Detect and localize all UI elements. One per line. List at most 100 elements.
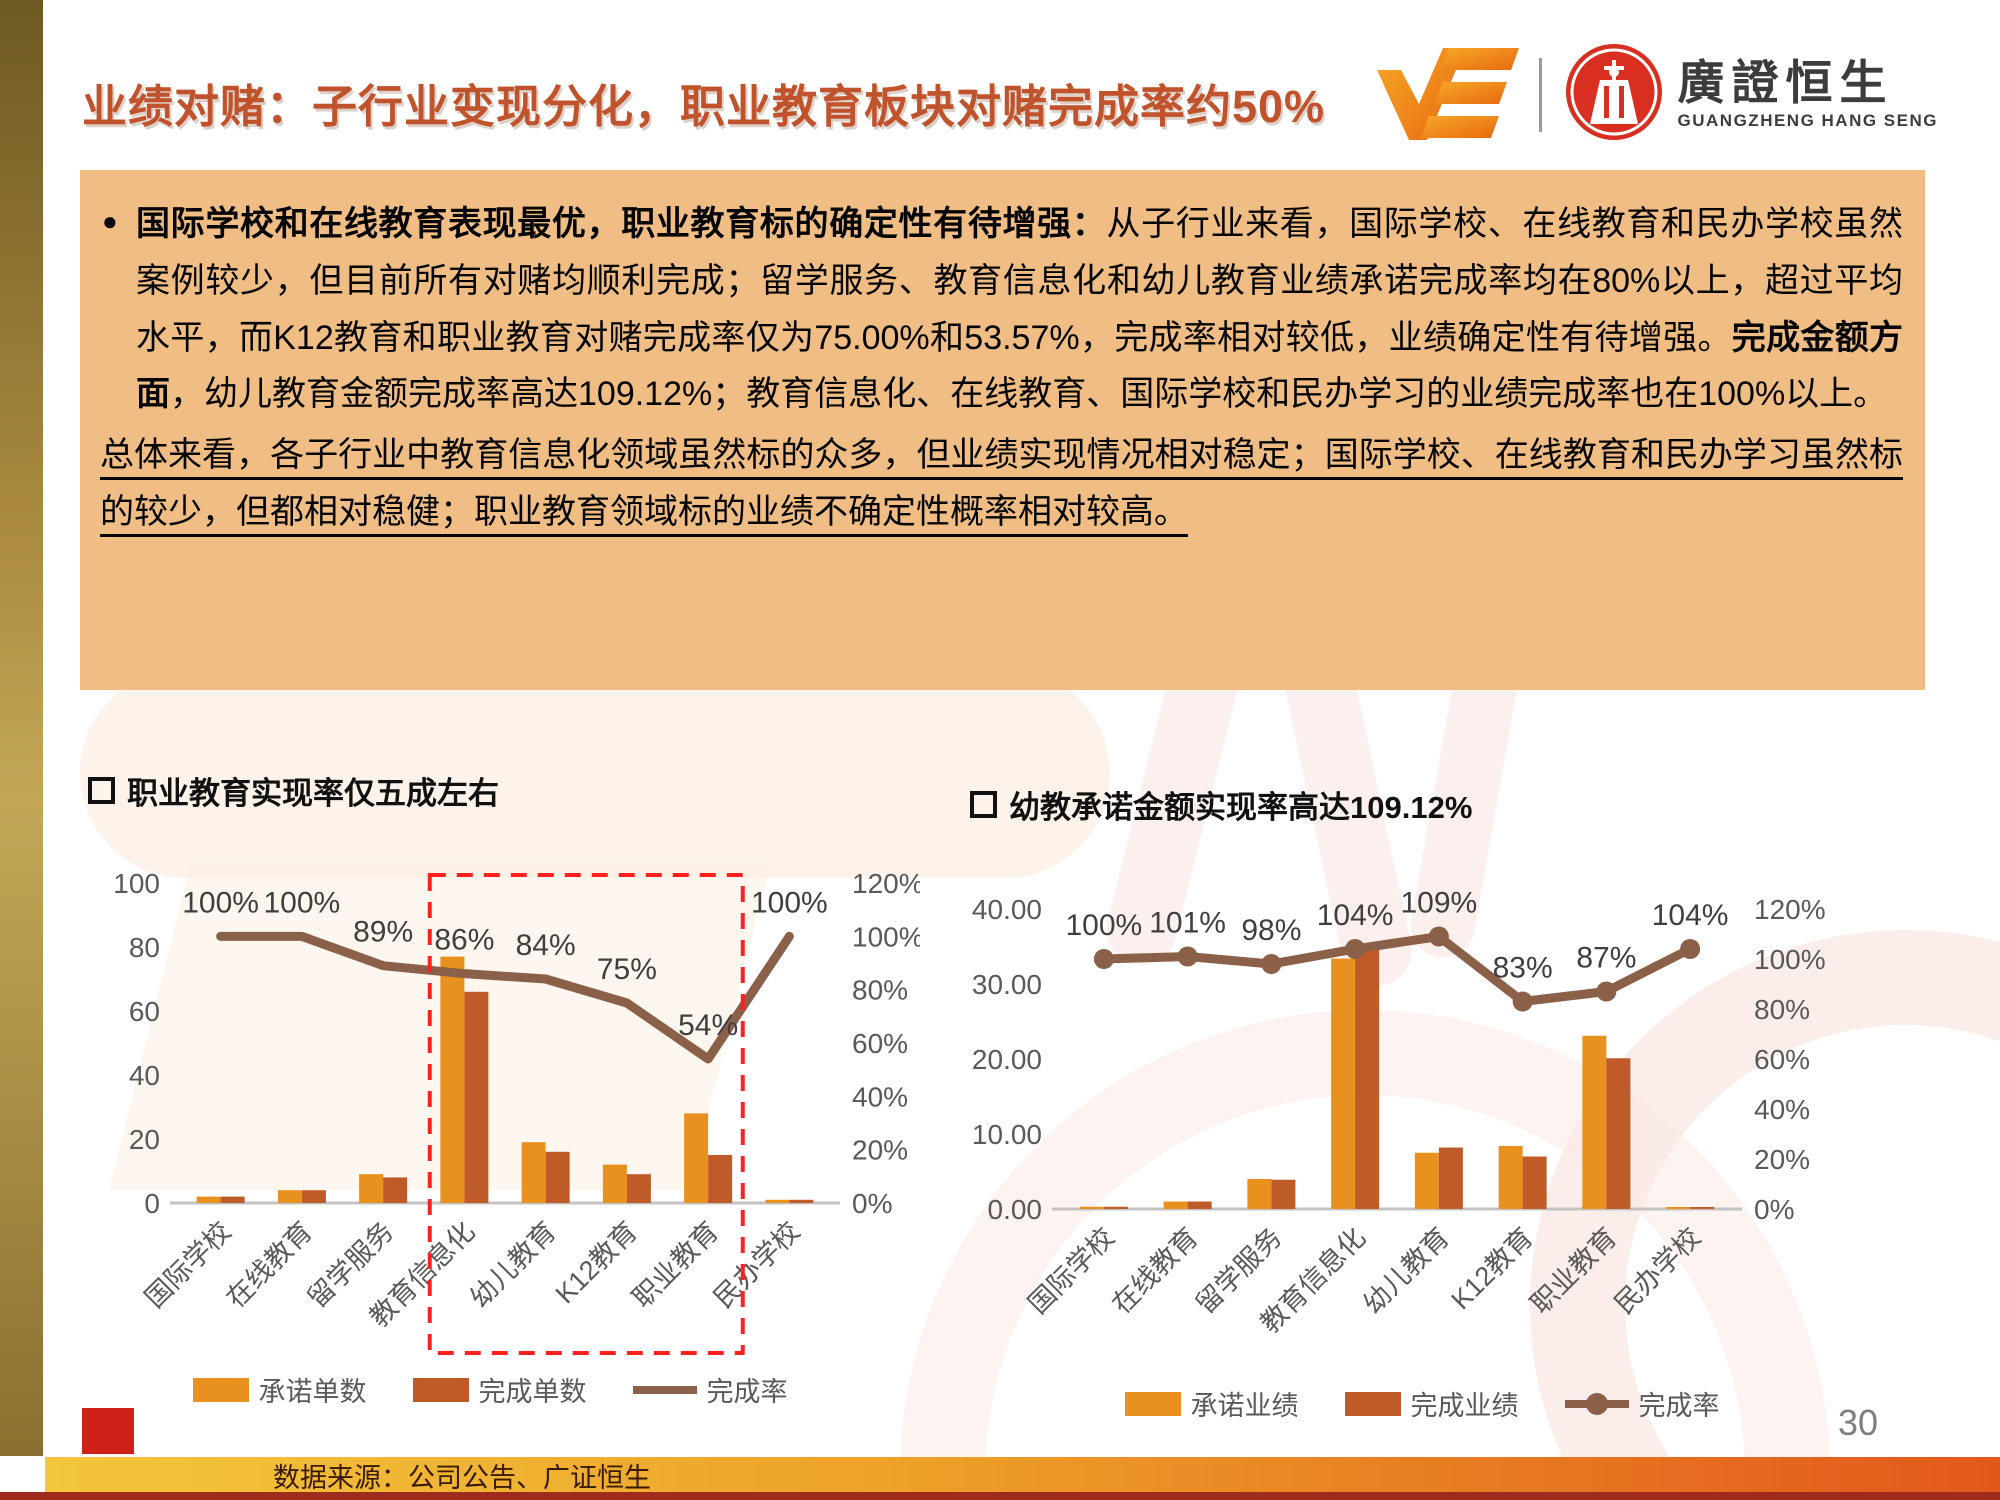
legend-item: 完成率 <box>1564 1384 1720 1423</box>
svg-text:80: 80 <box>129 932 160 963</box>
right-chart-legend: 承诺业绩 完成业绩 完成率 <box>942 1384 1902 1423</box>
svg-text:89%: 89% <box>353 916 413 949</box>
svg-text:幼儿教育: 幼儿教育 <box>464 1216 562 1314</box>
summary-text-2: ，幼儿教育金额完成率高达109.12%；教育信息化、在线教育、国际学校和民办学习… <box>170 375 1888 414</box>
svg-text:54%: 54% <box>678 1009 738 1042</box>
svg-text:国际学校: 国际学校 <box>139 1216 237 1314</box>
svg-text:0%: 0% <box>852 1188 892 1219</box>
legend-item: 完成业绩 <box>1344 1384 1519 1423</box>
svg-text:幼儿教育: 幼儿教育 <box>1358 1222 1456 1320</box>
guangzheng-emblem-icon <box>1564 42 1664 147</box>
svg-text:民办学校: 民办学校 <box>708 1216 806 1314</box>
svg-text:职业教育: 职业教育 <box>1525 1222 1623 1320</box>
right-chart-block: 幼教承诺金额实现率高达109.12% 0.00 10.00 20.00 30.00 40… <box>942 782 1902 1423</box>
svg-text:87%: 87% <box>1576 942 1636 975</box>
svg-text:100%: 100% <box>264 886 341 919</box>
brand-name-cn: 廣證恒生 <box>1677 55 1894 109</box>
legend-label: 承诺业绩 <box>1190 1391 1299 1421</box>
svg-text:30.00: 30.00 <box>972 969 1042 1000</box>
svg-text:101%: 101% <box>1149 907 1226 940</box>
svg-text:100%: 100% <box>1754 944 1826 975</box>
svg-text:民办学校: 民办学校 <box>1609 1222 1707 1320</box>
footer-red-square <box>82 1408 134 1454</box>
svg-text:20%: 20% <box>1754 1144 1810 1175</box>
svg-text:职业教育: 职业教育 <box>627 1216 725 1314</box>
legend-label: 完成率 <box>706 1377 788 1407</box>
legend-label: 完成单数 <box>478 1377 587 1407</box>
svg-text:104%: 104% <box>1317 899 1394 932</box>
svg-text:40%: 40% <box>1754 1094 1810 1125</box>
svg-text:60%: 60% <box>852 1028 908 1059</box>
svg-text:10.00: 10.00 <box>972 1119 1042 1150</box>
footer-bottom-strip <box>0 1492 2000 1500</box>
svg-text:109%: 109% <box>1401 887 1478 920</box>
left-chart-title-text: 职业教育实现率仅五成左右 <box>127 776 499 811</box>
legend-label: 完成率 <box>1638 1391 1720 1421</box>
svg-text:20%: 20% <box>852 1135 908 1166</box>
summary-bold-2: 完成金额方面 <box>136 318 1903 414</box>
svg-text:在线教育: 在线教育 <box>221 1216 319 1314</box>
svg-text:20.00: 20.00 <box>972 1044 1042 1075</box>
page-number: 30 <box>1838 1402 1879 1443</box>
data-source-note: 数据来源：公司公告、广证恒生 <box>273 1462 651 1493</box>
svg-text:98%: 98% <box>1241 914 1301 947</box>
svg-text:0: 0 <box>144 1188 160 1219</box>
right-chart-title: 幼教承诺金额实现率高达109.12% <box>970 782 1902 827</box>
right-chart: 0.00 10.00 20.00 30.00 40.00 0% 20% 40% 60% 80% 10… <box>972 887 1826 1339</box>
bullet-icon: ● <box>102 206 118 236</box>
legend-item: 承诺单数 <box>192 1370 367 1409</box>
legend-label: 完成业绩 <box>1410 1391 1519 1421</box>
svg-text:84%: 84% <box>516 929 576 962</box>
svg-text:120%: 120% <box>852 868 920 899</box>
brand-names: 廣證恒生 GUANGZHENG HANG SENG <box>1677 55 1938 131</box>
promised-amount-swatch <box>1124 1391 1181 1416</box>
legend-item: 完成率 <box>632 1370 788 1409</box>
svg-text:120%: 120% <box>1754 894 1826 925</box>
square-bullet-icon <box>88 777 115 804</box>
svg-text:86%: 86% <box>434 924 494 957</box>
svg-text:104%: 104% <box>1652 899 1729 932</box>
svg-text:20: 20 <box>129 1124 160 1155</box>
completed-amount-swatch <box>1344 1391 1401 1416</box>
left-chart-block: 职业教育实现率仅五成左右 0 20 40 60 80 100 0% 20% 40% 60% 80% 1… <box>60 768 920 1409</box>
footer-bar: 数据来源：公司公告、广证恒生 <box>45 1457 2000 1493</box>
ye-logo-icon <box>1373 42 1523 147</box>
left-chart: 0 20 40 60 80 100 0% 20% 40% 60% 80% 100% 120% 国际学校在线… <box>113 868 920 1355</box>
svg-text:60%: 60% <box>1754 1044 1810 1075</box>
svg-text:83%: 83% <box>1493 952 1553 985</box>
svg-text:40%: 40% <box>852 1081 908 1112</box>
rate-line-dot-swatch <box>1564 1392 1629 1415</box>
svg-text:0.00: 0.00 <box>988 1194 1043 1225</box>
page-title: 业绩对赌：子行业变现分化，职业教育板块对赌完成率约50% <box>82 81 1326 133</box>
line-marker-dot <box>1585 1392 1608 1415</box>
svg-text:国际学校: 国际学校 <box>1023 1222 1121 1320</box>
svg-text:75%: 75% <box>597 953 657 986</box>
legend-label: 承诺单数 <box>258 1377 367 1407</box>
svg-text:100%: 100% <box>182 886 259 919</box>
summary-box: ● 国际学校和在线教育表现最优，职业教育标的确定性有待增强：从子行业来看，国际学校… <box>80 170 1925 690</box>
svg-text:40.00: 40.00 <box>972 894 1042 925</box>
svg-text:80%: 80% <box>852 975 908 1006</box>
svg-text:100%: 100% <box>852 921 920 952</box>
summary-paragraph: ● 国际学校和在线教育表现最优，职业教育标的确定性有待增强：从子行业来看，国际学校… <box>100 196 1903 423</box>
summary-conclusion-underlined: 总体来看，各子行业中教育信息化领域虽然标的众多，但业绩实现情况相对稳定；国际学校… <box>100 436 1903 531</box>
left-chart-legend: 承诺单数 完成单数 完成率 <box>60 1370 920 1409</box>
right-chart-title-text: 幼教承诺金额实现率高达109.12% <box>1009 790 1473 825</box>
left-accent-bar <box>0 0 43 1456</box>
promised-count-swatch <box>192 1377 249 1402</box>
square-bullet-icon <box>970 791 997 818</box>
svg-text:0%: 0% <box>1754 1194 1794 1225</box>
legend-item: 完成单数 <box>412 1370 587 1409</box>
rate-line-swatch <box>632 1385 697 1394</box>
svg-text:在线教育: 在线教育 <box>1106 1222 1204 1320</box>
left-chart-title: 职业教育实现率仅五成左右 <box>88 768 920 813</box>
summary-lead-bold: 国际学校和在线教育表现最优，职业教育标的确定性有待增强： <box>136 205 1107 243</box>
svg-text:K12教育: K12教育 <box>1445 1222 1538 1315</box>
completed-count-swatch <box>412 1377 469 1402</box>
brand-divider <box>1538 57 1542 132</box>
svg-text:100: 100 <box>113 868 160 899</box>
svg-text:80%: 80% <box>1754 994 1810 1025</box>
legend-item: 承诺业绩 <box>1124 1384 1299 1423</box>
svg-text:60: 60 <box>129 996 160 1027</box>
